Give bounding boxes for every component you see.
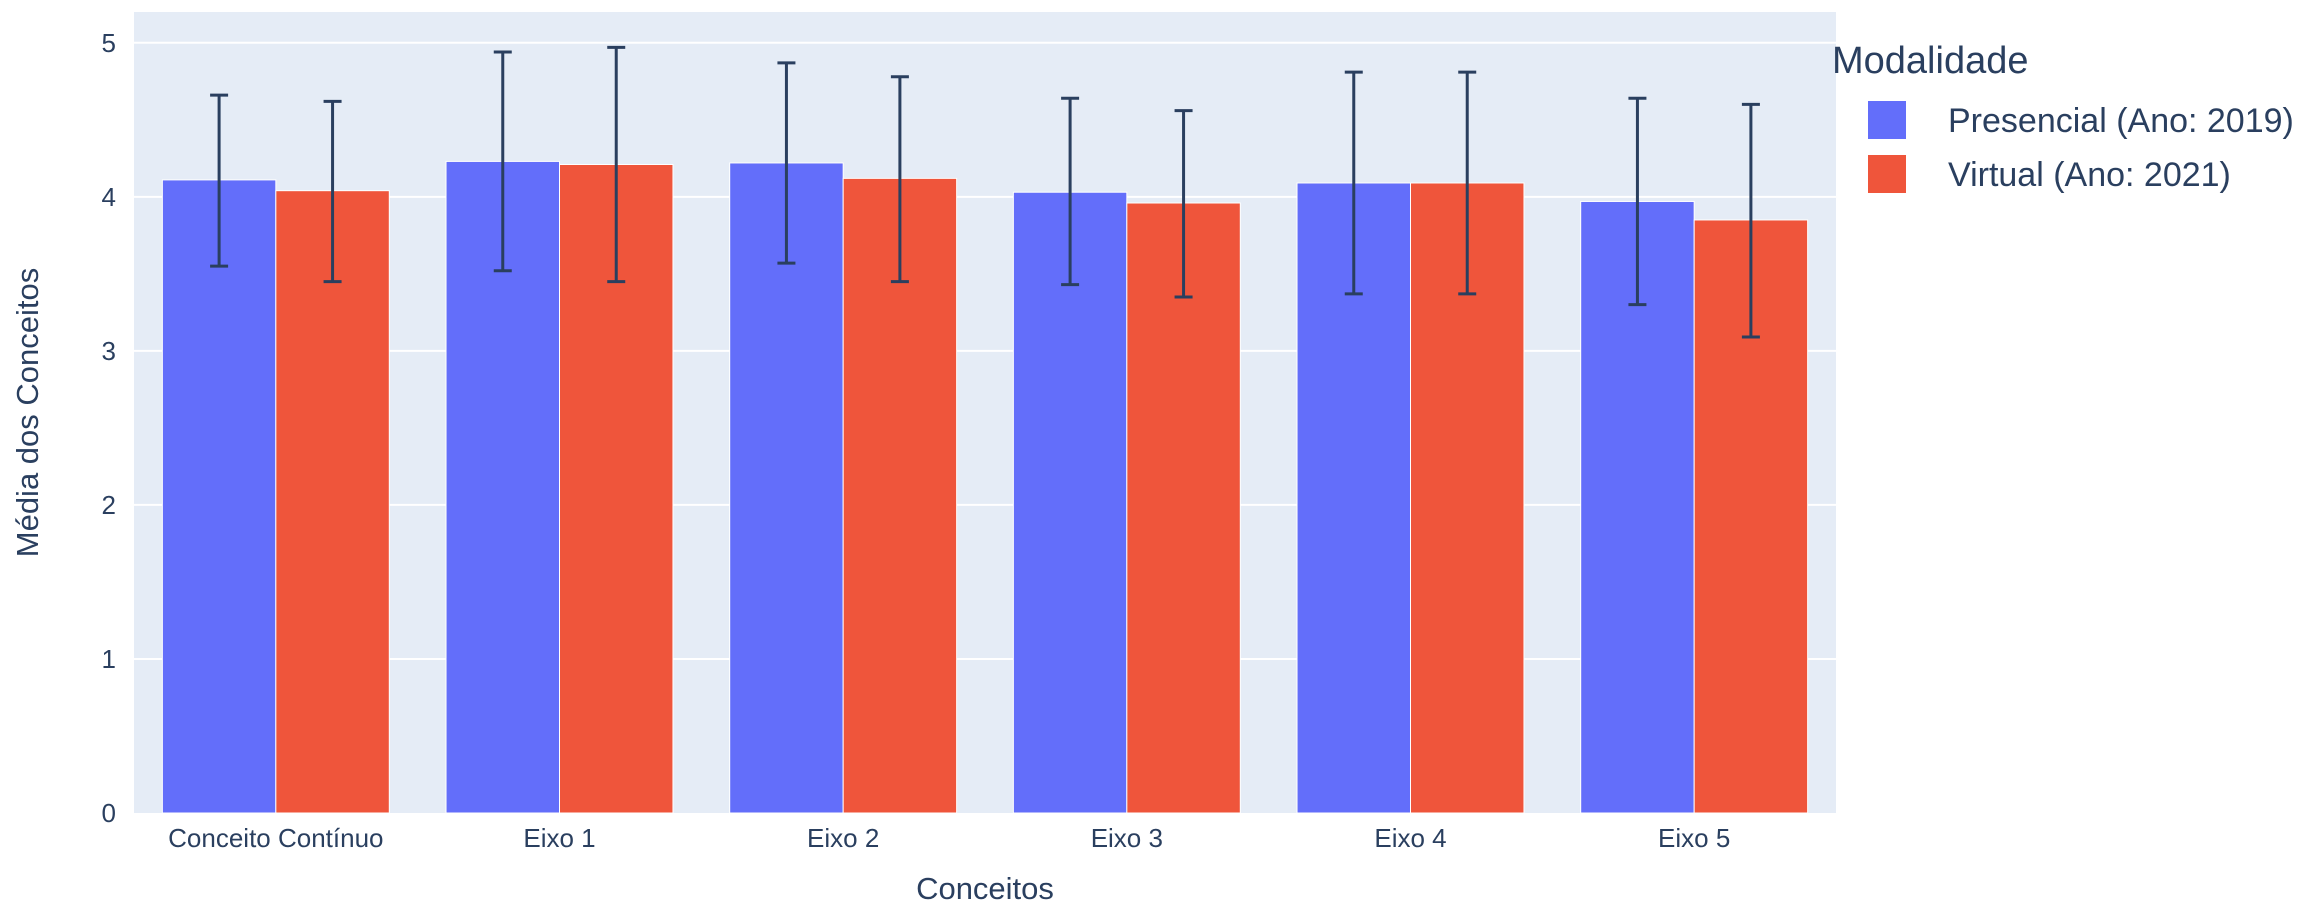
x-axis-title: Conceitos	[916, 871, 1054, 906]
legend-title: Modalidade	[1832, 40, 2028, 82]
bar	[161, 179, 277, 814]
bars	[161, 160, 1809, 814]
legend-swatch	[1868, 101, 1906, 139]
legend-swatch	[1868, 155, 1906, 193]
x-tick-labels: Conceito Contínuo Eixo 1 Eixo 2 Eixo 3 Eixo …	[168, 823, 1730, 853]
legend-item-label: Presencial (Ano: 2019)	[1948, 102, 2294, 140]
bar	[275, 190, 390, 814]
gridlines	[134, 41, 1836, 660]
y-tick-label: 5	[102, 28, 116, 58]
bar	[842, 177, 958, 814]
legend-item[interactable]: Presencial (Ano: 2019)	[1868, 101, 2294, 140]
x-tick-label: Eixo 3	[1091, 823, 1163, 853]
plot-background	[134, 12, 1836, 813]
error-bars	[210, 45, 1760, 339]
x-tick-label: Eixo 5	[1658, 823, 1730, 853]
y-tick-label: 4	[102, 182, 116, 212]
y-axis-title: Média dos Conceitos	[10, 268, 45, 558]
x-tick-label: Eixo 1	[523, 823, 595, 853]
x-tick-label: Eixo 2	[807, 823, 879, 853]
bar	[559, 163, 674, 814]
x-tick-label: Eixo 4	[1374, 823, 1446, 853]
bar	[1126, 202, 1241, 814]
y-tick-label: 2	[102, 490, 116, 520]
legend-item-label: Virtual (Ano: 2021)	[1948, 156, 2231, 194]
x-tick-label: Conceito Contínuo	[168, 823, 383, 853]
y-tick-label: 1	[102, 644, 116, 674]
y-tick-label: 0	[102, 798, 116, 828]
legend[interactable]: Modalidade Presencial (Ano: 2019) Virtual…	[1832, 40, 2294, 194]
legend-items[interactable]: Presencial (Ano: 2019) Virtual (Ano: 2021…	[1868, 101, 2294, 194]
y-tick-label: 3	[102, 336, 116, 366]
legend-item[interactable]: Virtual (Ano: 2021)	[1868, 155, 2231, 194]
y-tick-labels: 0 1 2 3 4 5	[102, 28, 116, 828]
